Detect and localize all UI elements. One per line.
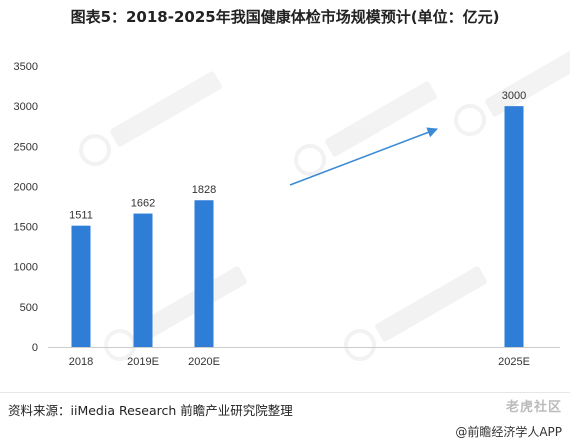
x-axis: 2018 2019E 2020E 2025E: [69, 356, 530, 368]
bar-chart: 0 500 1000 1500 2000 2500 3000 3500 1511 1662 182…: [14, 41, 570, 368]
watermark-text: 老虎社区: [505, 400, 562, 415]
watermark-logo-3: [104, 266, 247, 361]
trend-arrow: [289, 127, 438, 186]
bar-2019E: [133, 213, 153, 347]
watermark-logo-1: [294, 81, 437, 176]
watermark-logos: [79, 41, 570, 361]
value-label-2025E: 3000: [502, 90, 526, 102]
y-tick-label-3: 1500: [14, 222, 38, 234]
bar-2020E: [194, 200, 214, 347]
y-tick-label-0: 0: [32, 342, 38, 354]
y-tick-label-2: 1000: [14, 262, 38, 274]
value-label-2019E: 1662: [131, 198, 155, 210]
footer-divider: [0, 392, 570, 393]
x-tick-label-2018: 2018: [69, 356, 93, 368]
chart-title: 图表5：2018-2025年我国健康体检市场规模预计(单位：亿元): [70, 8, 500, 26]
source-note: 资料来源：iiMedia Research 前瞻产业研究院整理: [8, 403, 293, 418]
y-tick-label-6: 3000: [14, 101, 38, 113]
watermark-logo-2: [454, 41, 570, 136]
watermark-logo-4: [344, 266, 487, 361]
watermark-logo-0: [79, 71, 222, 166]
value-label-2020E: 1828: [192, 184, 216, 196]
bar-2018: [71, 225, 91, 347]
app-credit: @前瞻经济学人APP: [455, 425, 562, 439]
x-tick-label-2020E: 2020E: [188, 356, 220, 368]
y-axis: 0 500 1000 1500 2000 2500 3000 3500: [14, 61, 38, 354]
y-tick-label-7: 3500: [14, 61, 38, 73]
bar-2025E: [504, 106, 524, 348]
bars-group: 1511 1662 1828 3000: [69, 90, 526, 348]
x-tick-label-2025E: 2025E: [498, 356, 530, 368]
y-tick-label-5: 2500: [14, 141, 38, 153]
y-tick-label-1: 500: [20, 302, 38, 314]
x-tick-label-2019E: 2019E: [127, 356, 159, 368]
footer-watermark: 老虎社区 @前瞻经济学人APP: [455, 396, 562, 440]
y-tick-label-4: 2000: [14, 181, 38, 193]
value-label-2018: 1511: [69, 210, 93, 222]
